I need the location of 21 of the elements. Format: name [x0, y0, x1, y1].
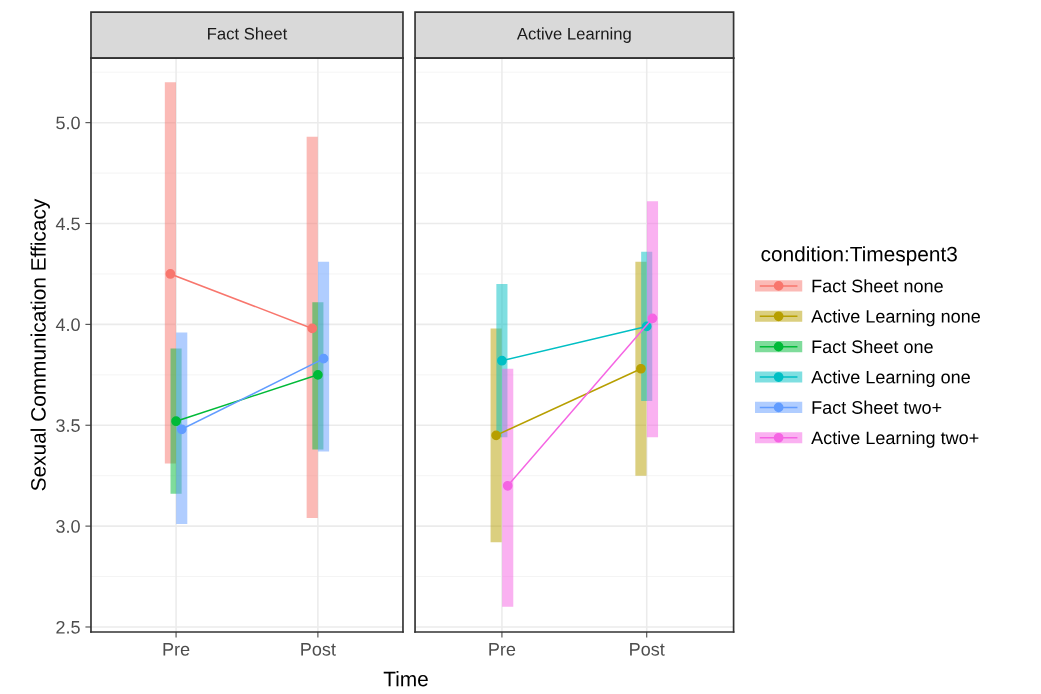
x-tick-label: Post — [301, 643, 336, 656]
y-axis-title: Sexual Communication Efficacy — [30, 198, 50, 491]
y-tick-label: 3.0 — [56, 520, 80, 533]
chart-title: Fact Sheet — [208, 27, 288, 40]
x-tick-label: Pre — [489, 643, 516, 656]
legend-label: Active Learning none — [811, 309, 980, 327]
x-tick-label: Pre — [163, 643, 190, 656]
x-axis-title: Time — [383, 671, 428, 687]
legend-label: Fact Sheet two+ — [812, 400, 942, 414]
y-tick-label: 5.0 — [56, 116, 80, 130]
chart-title: Active Learning — [516, 27, 631, 43]
y-tick-label: 4.0 — [55, 318, 80, 332]
legend-label: Active Learning two+ — [811, 431, 979, 448]
legend-label: Active Learning one — [811, 370, 970, 388]
legend-label: Fact Sheet one — [812, 339, 933, 354]
legend-label: Fact Sheet none — [812, 279, 943, 293]
x-tick-label: Post — [630, 643, 665, 656]
y-tick-label: 4.5 — [55, 217, 80, 231]
y-tick-label: 2.5 — [56, 620, 80, 634]
legend-title: condition:Timespent3 — [761, 246, 957, 266]
y-tick-label: 3.5 — [56, 419, 80, 432]
